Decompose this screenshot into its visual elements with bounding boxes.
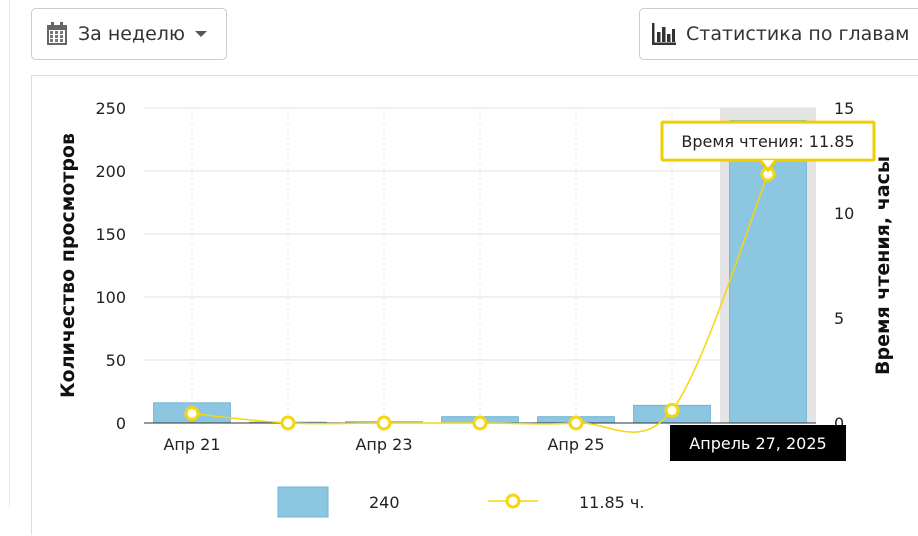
calendar-icon bbox=[47, 22, 67, 45]
chapter-stats-button[interactable]: Статистика по главам bbox=[639, 8, 918, 60]
x-tick-label: Апр 25 bbox=[547, 435, 604, 454]
reading-time-point[interactable] bbox=[472, 415, 488, 431]
y2-axis-title: Время чтения, часы bbox=[872, 156, 894, 375]
y-tick-label: 0 bbox=[116, 414, 126, 433]
views-reading-chart: 0 50 100 150 200 250 0 5 10 15 Апр 21 Апр 23 Апр 2… bbox=[57, 99, 894, 518]
y2-tick-label: 10 bbox=[834, 204, 854, 223]
x-tick-label: Апр 21 bbox=[163, 435, 220, 454]
y-axis-title: Количество просмотров bbox=[57, 133, 79, 398]
chapter-stats-label: Статистика по главам bbox=[686, 23, 910, 45]
chevron-down-icon bbox=[194, 31, 207, 37]
y2-tick-label: 15 bbox=[834, 99, 854, 118]
y-tick-label: 100 bbox=[95, 288, 126, 307]
crosshair-date-label: Апрель 27, 2025 bbox=[670, 425, 846, 461]
y-tick-label: 200 bbox=[95, 162, 126, 181]
bar-chart-icon bbox=[652, 23, 676, 45]
period-dropdown-button[interactable]: За неделю bbox=[31, 8, 227, 60]
chart-panel: 0 50 100 150 200 250 0 5 10 15 Апр 21 Апр 23 Апр 2… bbox=[31, 75, 918, 535]
chart-tooltip: Время чтения: 11.85 bbox=[660, 120, 876, 173]
y2-tick-label: 5 bbox=[834, 309, 844, 328]
y-tick-label: 150 bbox=[95, 225, 126, 244]
period-dropdown-label: За неделю bbox=[78, 23, 185, 45]
reading-time-point[interactable] bbox=[568, 415, 584, 431]
chart-legend: 240 11.85 ч. bbox=[277, 486, 644, 518]
x-tick-label: Апр 23 bbox=[355, 435, 412, 454]
y-tick-label: 250 bbox=[95, 99, 126, 118]
tooltip-text: Время чтения: 11.85 bbox=[681, 132, 854, 151]
legend-bar-value: 240 bbox=[369, 493, 400, 512]
reading-time-point[interactable] bbox=[664, 402, 680, 418]
page-left-border bbox=[9, 0, 10, 507]
legend-line-marker bbox=[505, 493, 521, 509]
legend-bar-swatch bbox=[277, 486, 329, 518]
y-tick-label: 50 bbox=[106, 351, 126, 370]
crosshair-date-text: Апрель 27, 2025 bbox=[689, 434, 826, 453]
reading-time-point[interactable] bbox=[280, 415, 296, 431]
reading-time-point[interactable] bbox=[184, 406, 200, 422]
legend-line-value: 11.85 ч. bbox=[579, 493, 644, 512]
reading-time-point[interactable] bbox=[376, 415, 392, 431]
y2-tick-label: 0 bbox=[834, 414, 844, 433]
